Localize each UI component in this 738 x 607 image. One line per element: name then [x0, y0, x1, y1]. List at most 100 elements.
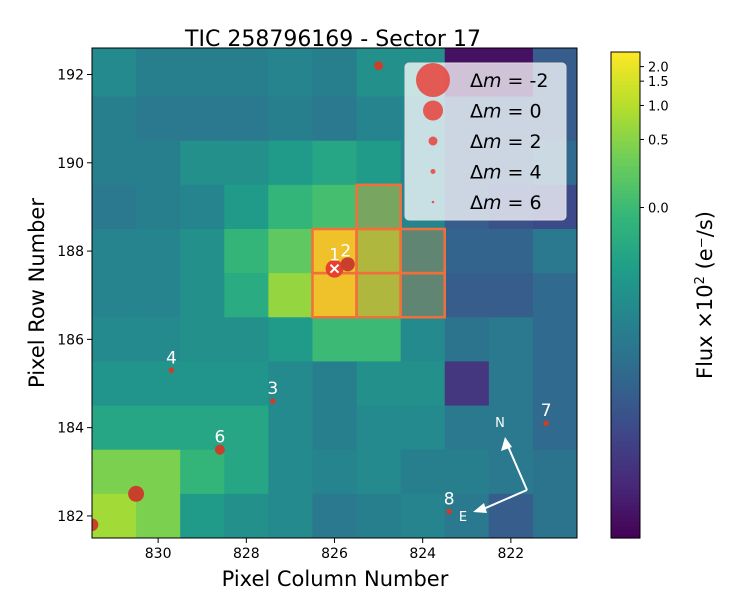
heatmap-cell: [268, 228, 313, 274]
colorbar-segment: [611, 258, 640, 264]
star-label: 6: [214, 428, 225, 448]
heatmap-cell: [180, 140, 225, 186]
heatmap-cell: [180, 317, 225, 362]
heatmap-cell: [312, 273, 358, 318]
aperture-pixel: [311, 271, 358, 319]
colorbar-segment: [611, 72, 640, 77]
aperture-pixel: [399, 271, 446, 319]
heatmap-cell: [532, 493, 578, 539]
colorbar-segment: [611, 234, 640, 239]
heatmap-cell: [224, 96, 269, 142]
heatmap-cell: [312, 48, 358, 98]
colorbar-segment: [611, 465, 640, 470]
heatmap-cell: [180, 228, 225, 274]
colorbar-segment: [611, 408, 640, 414]
y-tick-label: 190: [57, 156, 84, 172]
star-marker: [374, 61, 384, 71]
colorbar-segment: [611, 214, 640, 219]
colorbar-segment: [611, 92, 640, 98]
x-tick-label: 826: [321, 546, 348, 562]
colorbar-segment: [611, 367, 640, 373]
heatmap-cell: [444, 273, 490, 318]
y-tick-label: 186: [57, 332, 84, 348]
colorbar-segment: [611, 254, 640, 260]
colorbar-label: Flux ×102 (e⁻/s): [693, 211, 717, 379]
colorbar-segment: [611, 181, 640, 187]
colorbar-segment: [611, 448, 640, 454]
heatmap-cell: [92, 96, 137, 142]
colorbar-segment: [611, 205, 640, 211]
heatmap-cell: [136, 493, 181, 539]
colorbar-segment: [611, 311, 640, 316]
colorbar-segment: [611, 242, 640, 247]
colorbar-segment: [611, 222, 640, 227]
legend-marker: [430, 169, 436, 174]
colorbar-tick-label: 1.5: [648, 75, 669, 90]
aperture-pixel: [399, 227, 446, 275]
colorbar-segment: [611, 477, 640, 482]
colorbar-segment: [611, 64, 640, 69]
heatmap-cell: [224, 449, 269, 495]
compass-east-label: E: [459, 510, 467, 525]
heatmap-cell: [224, 361, 269, 407]
colorbar-segment: [611, 161, 640, 166]
heatmap-cell: [356, 273, 402, 318]
aperture-pixel: [355, 271, 402, 319]
heatmap-cell: [444, 228, 490, 274]
heatmap-cell: [268, 317, 313, 362]
colorbar-segment: [611, 517, 640, 523]
colorbar-segment: [611, 60, 640, 65]
heatmap-cell: [488, 228, 534, 274]
colorbar-segment: [611, 76, 640, 81]
colorbar-segment: [611, 319, 640, 324]
colorbar-segment: [611, 497, 640, 503]
heatmap-cell: [268, 184, 313, 230]
heatmap-cell: [312, 96, 358, 142]
colorbar-segment: [611, 112, 640, 118]
colorbar-segment: [611, 299, 640, 304]
colorbar-segment: [611, 505, 640, 511]
legend-label: Δm = 6: [470, 192, 542, 214]
colorbar-segment: [611, 396, 640, 401]
heatmap-cell: [224, 317, 269, 362]
stars: 1 2 4 3 6 7 8: [92, 61, 552, 532]
heatmap-cell: [136, 184, 181, 230]
colorbar-segment: [611, 525, 640, 531]
colorbar-segment: [611, 197, 640, 203]
legend-label: Δm = 4: [470, 162, 542, 184]
colorbar-segment: [611, 250, 640, 256]
aperture: [311, 183, 446, 319]
colorbar-segment: [611, 432, 640, 438]
heatmap-cell: [92, 361, 137, 407]
colorbar-segment: [611, 266, 640, 272]
colorbar-segment: [611, 384, 640, 389]
heatmap-cell: [356, 140, 402, 186]
colorbar-segment: [611, 513, 640, 519]
y-tick-label: 184: [57, 421, 84, 437]
colorbar-tick-label: 0.0: [648, 202, 669, 217]
heatmap-cell: [356, 317, 402, 362]
colorbar-segment: [611, 440, 640, 446]
heatmap-cell: [180, 273, 225, 318]
heatmap-cell: [312, 317, 358, 362]
colorbar-segment: [611, 481, 640, 486]
heatmap-cell: [136, 317, 181, 362]
star-label: 8: [444, 490, 455, 510]
star-marker: [446, 508, 452, 515]
star-marker: [269, 398, 276, 404]
y-tick-label: 192: [57, 67, 84, 83]
compass: NE: [459, 416, 528, 525]
heatmap-cell: [224, 273, 269, 318]
heatmap-cell: [312, 184, 358, 230]
heatmap-cell: [356, 449, 402, 495]
heatmap-cell: [92, 140, 137, 186]
aperture-pixel: [355, 183, 402, 231]
colorbar-segment: [611, 428, 640, 434]
heatmap-cell: [180, 493, 225, 539]
colorbar-segment: [611, 100, 640, 106]
colorbar: 0.0 0.5 1.0 1.52.0 Flux ×102 (e⁻/s): [610, 51, 717, 539]
heatmap-cell: [356, 493, 402, 539]
star-label: 4: [166, 348, 177, 368]
colorbar-segment: [611, 400, 640, 405]
colorbar-segment: [611, 153, 640, 158]
